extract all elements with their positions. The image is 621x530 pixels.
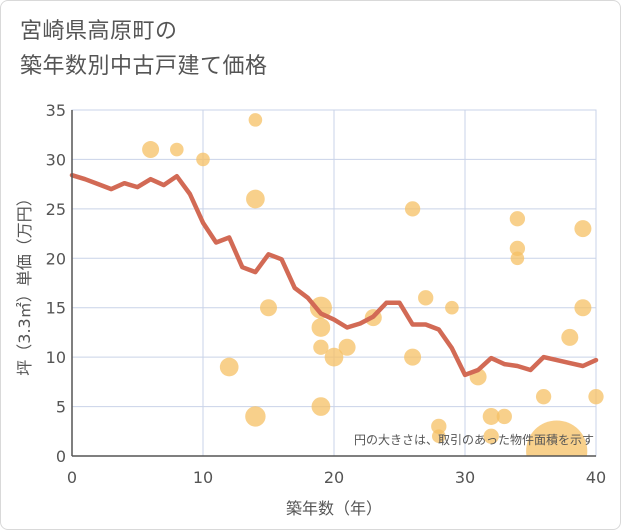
price-bubble — [445, 300, 459, 315]
x-tick-label: 30 — [455, 468, 475, 487]
price-bubble — [260, 299, 277, 317]
y-tick-label: 0 — [56, 447, 66, 466]
price-bubble — [196, 152, 210, 167]
page-title: 宮崎県高原町の 築年数別中古戸建て価格 — [20, 14, 268, 84]
y-tick-label: 35 — [46, 101, 66, 120]
x-tick-label: 0 — [67, 468, 77, 487]
bubble-size-note: 円の大きさは、取引のあった物件面積を示す — [354, 432, 594, 447]
y-tick-label: 15 — [46, 299, 66, 318]
price-bubble — [313, 339, 329, 355]
x-tick-label: 10 — [193, 468, 213, 487]
price-bubble — [245, 406, 266, 427]
price-bubble — [509, 211, 526, 227]
price-bubble — [324, 347, 344, 367]
price-bubble — [574, 220, 592, 238]
price-bubble — [311, 397, 331, 416]
price-bubble — [311, 318, 331, 337]
x-tick-label: 20 — [324, 468, 344, 487]
price-bubble — [142, 141, 160, 159]
bubbles — [142, 113, 604, 456]
price-bubble — [418, 290, 434, 306]
price-bubble — [535, 389, 552, 405]
y-tick-label: 10 — [46, 348, 66, 367]
price-bubble — [431, 418, 447, 434]
y-tick-label: 25 — [46, 200, 66, 219]
y-tick-label: 20 — [46, 249, 66, 268]
price-bubble — [432, 429, 446, 444]
price-bubble — [404, 348, 422, 366]
price-bubble — [404, 201, 421, 217]
y-axis-label: 坪（3.3㎡）単価（万円） — [15, 190, 34, 375]
price-bubble — [309, 296, 332, 319]
price-bubble — [588, 389, 604, 405]
price-bubble — [526, 420, 588, 456]
trend-line-layer — [69, 172, 599, 378]
y-tick-label: 5 — [56, 398, 66, 417]
price-bubble — [509, 240, 526, 257]
price-bubble — [246, 189, 265, 209]
x-axis-label: 築年数（年） — [286, 499, 382, 518]
price-bubble — [510, 251, 525, 266]
price-bubble — [561, 328, 579, 346]
price-bubble — [338, 338, 356, 356]
price-bubble — [219, 357, 239, 377]
price-bubble — [496, 408, 512, 425]
grid — [71, 109, 597, 457]
price-bubble — [170, 142, 184, 157]
price-bubble — [574, 299, 592, 317]
price-bubble — [483, 428, 499, 444]
average-price-line — [69, 172, 599, 378]
x-tick-label: 40 — [586, 468, 606, 487]
axes: 0 10 20 30 40 0 5 10 15 20 25 30 35 — [46, 101, 607, 487]
title-line-1: 宮崎県高原町の — [20, 19, 178, 44]
title-line-2: 築年数別中古戸建て価格 — [20, 54, 268, 79]
price-bubble — [482, 407, 500, 425]
y-tick-label: 30 — [46, 150, 66, 169]
price-bubble — [248, 113, 263, 127]
